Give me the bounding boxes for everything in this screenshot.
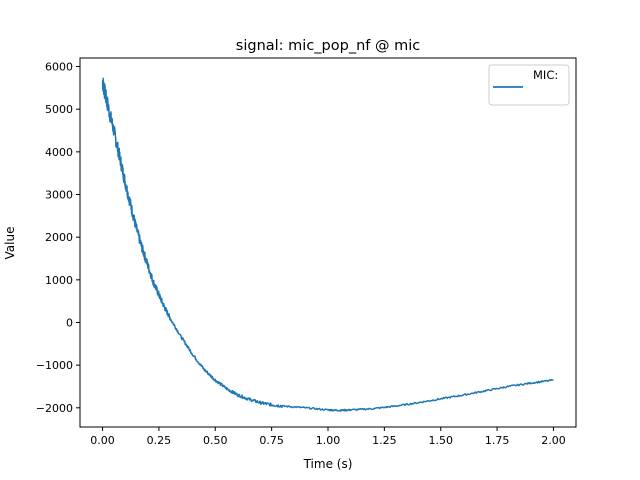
x-tick-label: 0.00 [90,434,115,447]
y-axis: −2000 −1000 0 1000 2000 3000 4000 5000 6000 [36,61,80,415]
y-tick-label: 5000 [45,103,73,116]
y-tick-label: 2000 [45,231,73,244]
x-tick-label: 1.50 [428,434,453,447]
x-tick-label: 0.50 [203,434,228,447]
legend-box [488,64,570,106]
y-axis-label: Value [3,227,17,260]
x-axis-label: Time (s) [303,457,353,471]
y-tick-label: 0 [66,316,73,329]
x-tick-label: 1.00 [316,434,341,447]
chart-title: signal: mic_pop_nf @ mic [236,38,420,54]
y-tick-label: −2000 [36,402,73,415]
y-tick-label: 3000 [45,189,73,202]
y-tick-label: −1000 [36,359,73,372]
x-tick-label: 2.00 [541,434,566,447]
x-tick-label: 1.25 [372,434,397,447]
y-tick-label: 1000 [45,274,73,287]
legend-label: MIC: [533,68,558,82]
legend: MIC: [488,64,570,106]
series-line [101,77,554,412]
x-axis: 0.00 0.25 0.50 0.75 1.00 1.25 1.50 1.75 2.00 [90,427,566,447]
x-tick-label: 0.25 [147,434,172,447]
y-tick-label: 6000 [45,61,73,74]
x-tick-label: 0.75 [259,434,284,447]
y-tick-label: 4000 [45,146,73,159]
x-tick-label: 1.75 [485,434,510,447]
